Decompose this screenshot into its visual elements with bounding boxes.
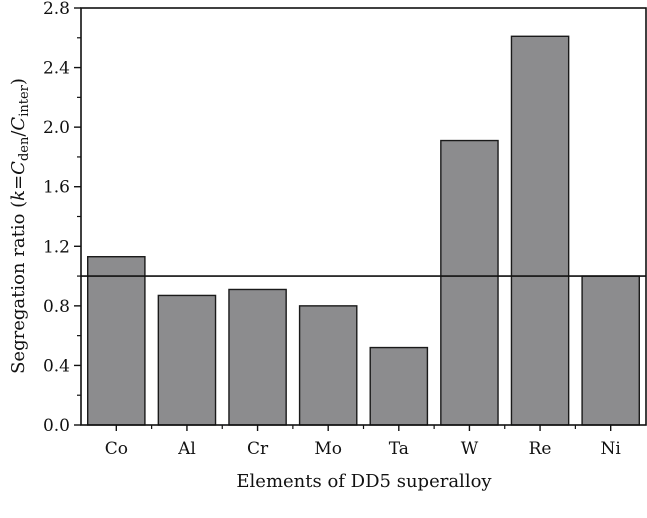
y-tick-label: 2.8: [43, 0, 70, 19]
y-axis-title-prefix: Segregation ratio (: [8, 201, 29, 374]
bar-al: [157, 294, 217, 426]
bar-cr: [228, 288, 287, 426]
y-axis: 0.0 0.4 0.8 1.2 1.6 2.0 2.4 2.8: [43, 0, 81, 436]
y-axis-title: Segregation ratio (k=Cden/Cinter): [8, 78, 32, 374]
y-axis-title-c2: C: [8, 117, 29, 131]
y-axis-title-k: k: [8, 190, 29, 201]
y-axis-title-suffix: ): [8, 78, 29, 85]
y-axis-title-slash: /: [8, 130, 29, 137]
x-axis-title: Elements of DD5 superalloy: [236, 471, 492, 492]
y-axis-title-c1: C: [8, 161, 29, 175]
x-axis: Co Al Cr Mo Ta W Re Ni: [105, 425, 622, 459]
bars-layer: [87, 35, 640, 426]
y-tick-label: 0.8: [43, 297, 70, 317]
x-tick-label: W: [461, 439, 479, 459]
y-axis-title-eq: =: [8, 175, 29, 190]
bar-ta: [369, 346, 429, 426]
x-tick-label: Ta: [389, 439, 409, 459]
x-tick-label: Re: [529, 439, 552, 459]
x-tick-label: Al: [177, 439, 196, 459]
y-tick-label: 2.0: [43, 118, 70, 138]
bar-w: [440, 139, 499, 426]
x-tick-label: Co: [105, 439, 128, 459]
x-tick-label: Ni: [601, 439, 622, 459]
bar-re: [510, 35, 570, 426]
y-tick-label: 1.2: [43, 237, 70, 257]
y-tick-label: 0.0: [43, 416, 70, 436]
y-tick-label: 2.4: [43, 59, 70, 79]
y-axis-title-sub1: den: [17, 136, 32, 161]
x-tick-label: Cr: [247, 439, 269, 459]
y-tick-label: 1.6: [43, 178, 70, 198]
bar-ni: [581, 275, 640, 426]
bar-mo: [298, 305, 358, 426]
x-tick-label: Mo: [314, 439, 342, 459]
y-axis-title-sub2: inter: [17, 84, 32, 116]
y-tick-label: 0.4: [43, 356, 70, 376]
bar-co: [87, 256, 146, 426]
